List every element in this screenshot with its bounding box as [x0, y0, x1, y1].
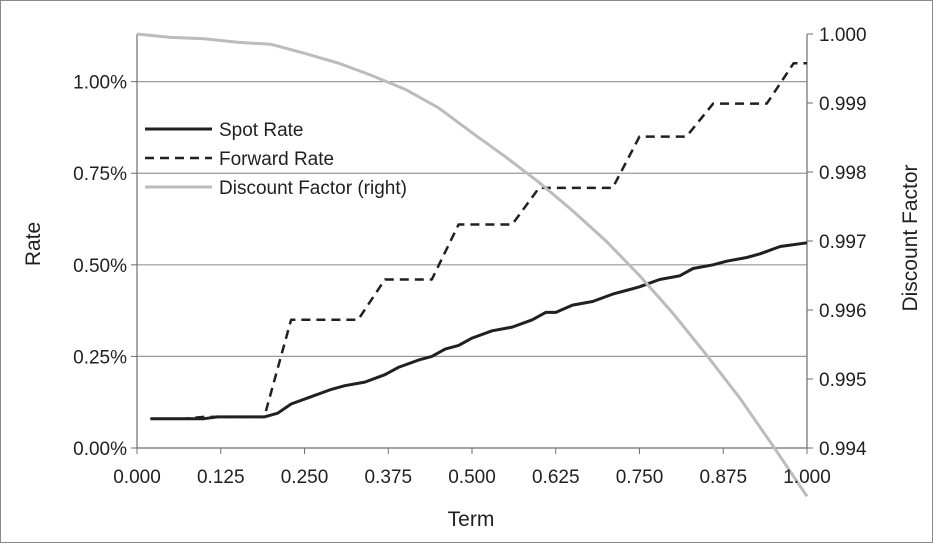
series-line-spot-rate: [150, 241, 808, 421]
y-left-tick-label-4: 1.00%: [73, 73, 127, 94]
y-right-tick-label-4: 0.998: [819, 163, 867, 184]
y-left-tick-label-1: 0.25%: [73, 347, 127, 368]
tick-labels: 0.00% 0.25% 0.50% 0.75% 1.00% 0.000 0.125 0.250…: [73, 25, 867, 488]
y-right-tick-label-2: 0.996: [819, 301, 867, 322]
series-line-forward-rate: [150, 62, 807, 420]
y-right-tick-label-0: 0.994: [819, 439, 867, 460]
y-right-tick-label-3: 0.997: [819, 232, 867, 253]
series-layer: [136, 32, 809, 498]
y-axis-title-left: Rate: [22, 222, 45, 266]
y-left-tick-label-2: 0.50%: [73, 256, 127, 277]
x-tick-label-6: 0.750: [616, 467, 664, 488]
legend-label-discount-factor: Discount Factor (right): [219, 178, 407, 199]
x-tick-label-5: 0.625: [532, 467, 580, 488]
x-tick-label-2: 0.250: [281, 467, 329, 488]
axes: [131, 33, 813, 454]
x-tick-label-0: 0.000: [113, 467, 161, 488]
y-left-tick-label-3: 0.75%: [73, 164, 127, 185]
legend-label-spot-rate: Spot Rate: [219, 120, 304, 141]
y-right-tick-label-6: 1.000: [819, 25, 867, 46]
x-tick-label-1: 0.125: [197, 467, 245, 488]
y-right-tick-label-5: 0.999: [819, 94, 867, 115]
series-line-discount-factor-right: [136, 32, 809, 498]
legend: Spot Rate Forward Rate Discount Factor (…: [145, 120, 407, 199]
x-tick-label-4: 0.500: [448, 467, 496, 488]
y-left-tick-label-0: 0.00%: [73, 439, 127, 460]
x-tick-label-7: 0.875: [699, 467, 747, 488]
legend-label-forward-rate: Forward Rate: [219, 149, 334, 170]
y-right-tick-label-1: 0.995: [819, 370, 867, 391]
gridlines: [137, 81, 807, 358]
x-axis-title: Term: [448, 508, 495, 531]
x-tick-label-3: 0.375: [364, 467, 412, 488]
x-tick-label-8: 1.000: [783, 467, 831, 488]
y-axis-title-right: Discount Factor: [899, 164, 922, 311]
